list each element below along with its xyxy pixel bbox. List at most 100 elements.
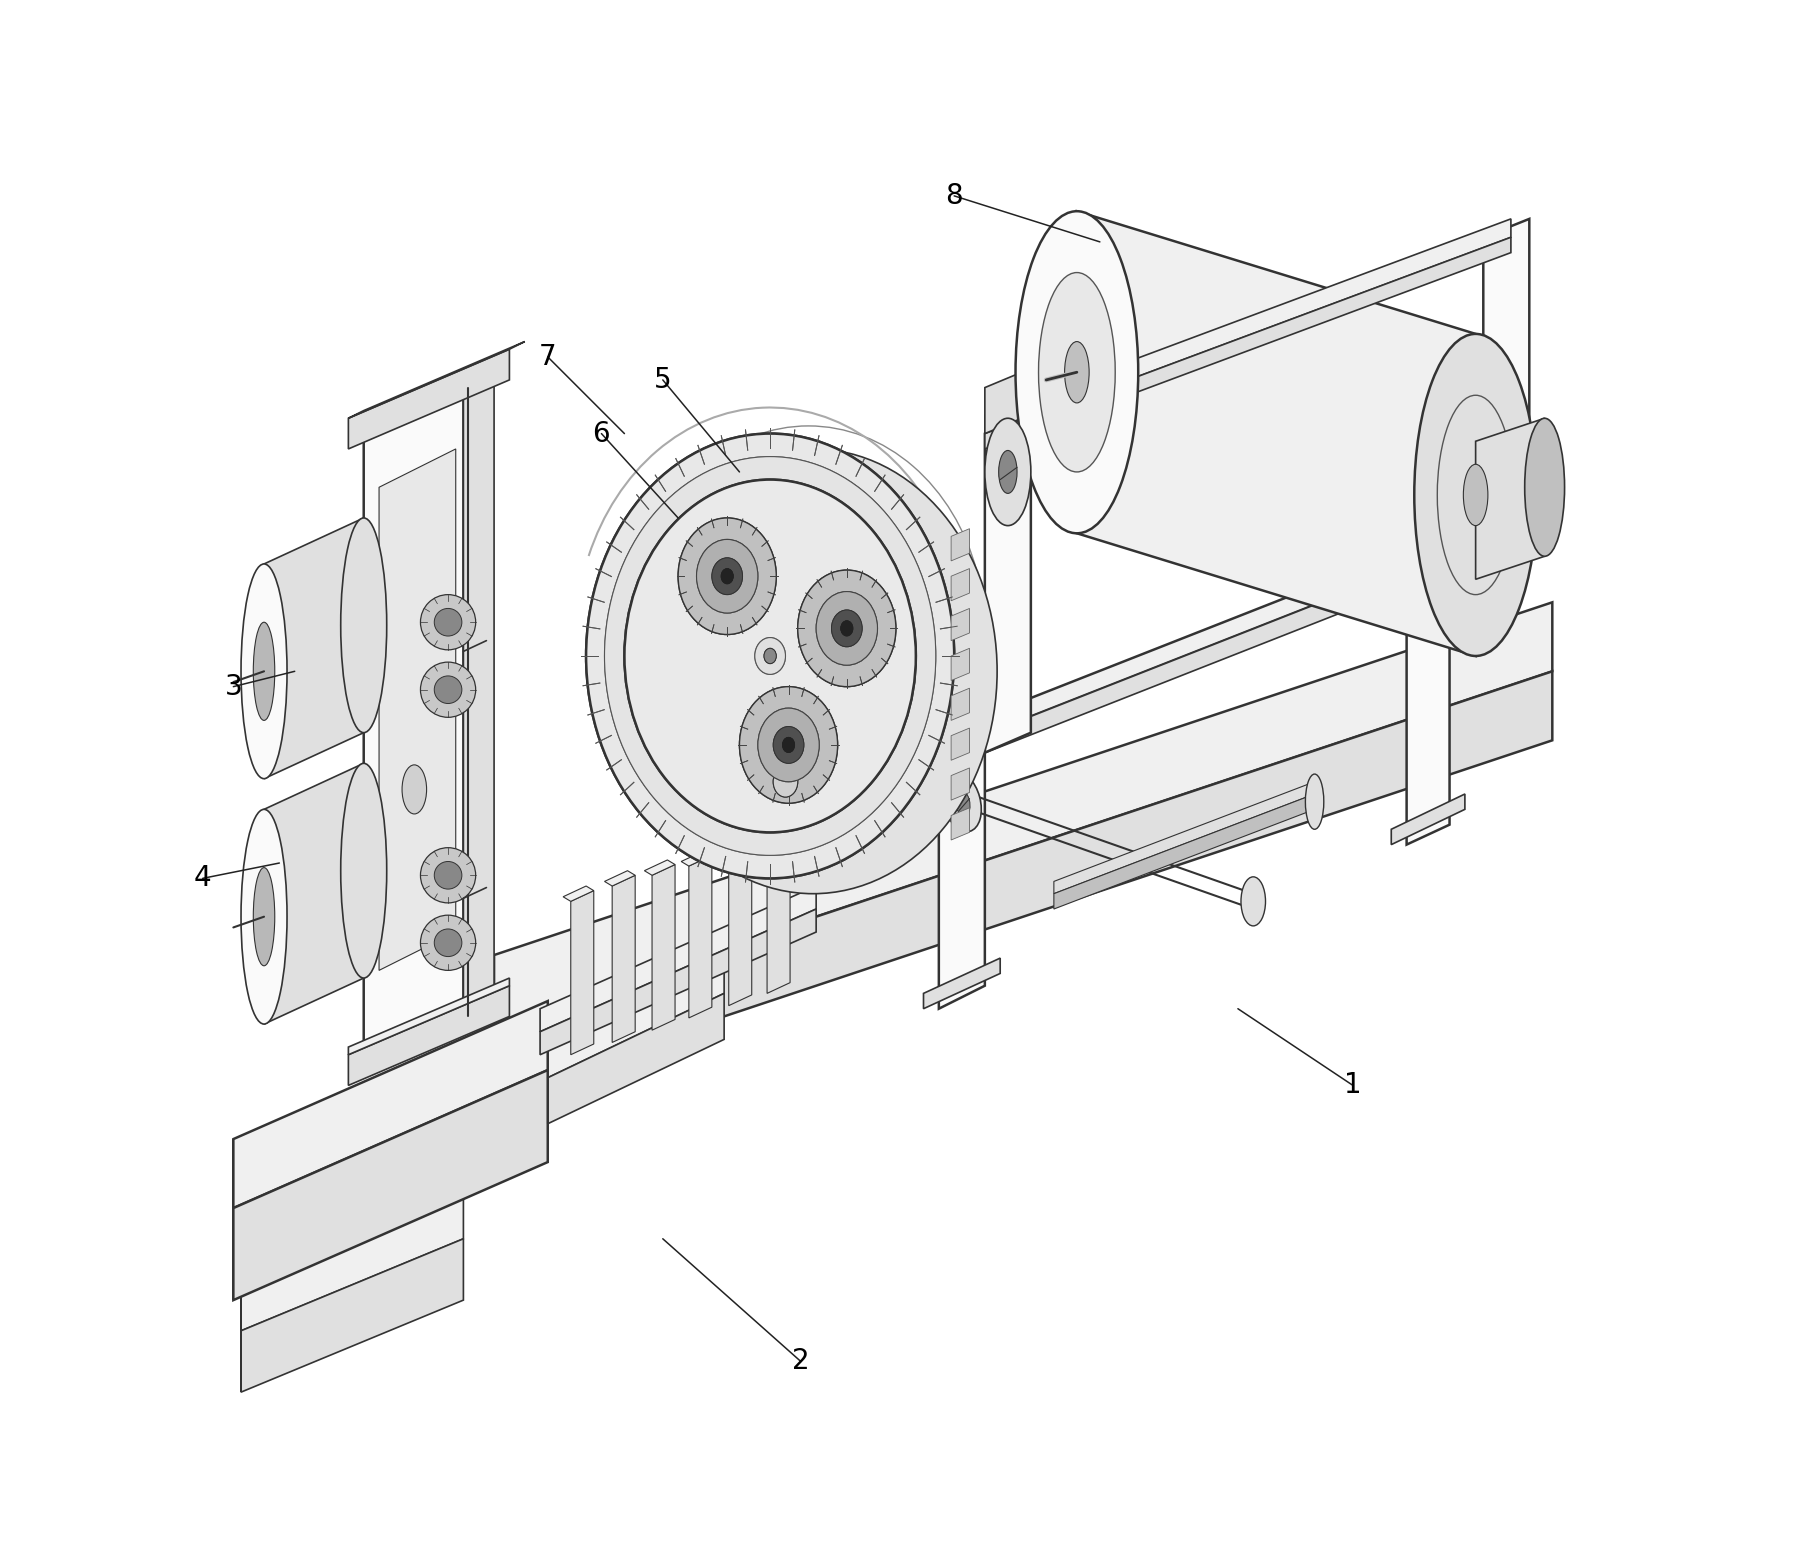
Polygon shape [265,763,364,1024]
Polygon shape [938,632,978,740]
Polygon shape [364,395,463,1070]
Polygon shape [1054,782,1315,894]
Polygon shape [688,856,711,1018]
Polygon shape [548,993,724,1124]
Polygon shape [241,1238,463,1392]
Ellipse shape [773,766,798,797]
Ellipse shape [1241,877,1266,925]
Ellipse shape [697,540,758,614]
Ellipse shape [942,771,982,831]
Polygon shape [767,845,791,993]
Ellipse shape [711,558,742,595]
Polygon shape [548,954,724,1078]
Polygon shape [493,603,1552,1024]
Polygon shape [1392,538,1464,589]
Ellipse shape [1437,395,1515,595]
Ellipse shape [758,708,819,782]
Polygon shape [729,850,751,1005]
Polygon shape [985,348,1077,433]
Polygon shape [1392,794,1464,845]
Ellipse shape [340,763,387,978]
Ellipse shape [841,621,854,635]
Text: 2: 2 [792,1348,810,1375]
Polygon shape [364,379,493,441]
Polygon shape [463,379,493,1024]
Circle shape [420,662,475,717]
Polygon shape [951,569,969,601]
Polygon shape [938,534,1450,752]
Ellipse shape [755,637,785,674]
Text: 4: 4 [195,865,211,893]
Text: 3: 3 [225,672,241,700]
Circle shape [420,914,475,970]
Ellipse shape [679,518,776,634]
Polygon shape [951,768,969,800]
Ellipse shape [1414,335,1536,655]
Ellipse shape [241,564,286,779]
Ellipse shape [629,449,998,894]
Polygon shape [234,1070,548,1300]
Ellipse shape [953,788,971,816]
Circle shape [420,848,475,904]
Polygon shape [493,671,1552,1093]
Ellipse shape [1016,211,1138,534]
Polygon shape [612,876,636,1042]
Polygon shape [348,985,510,1086]
Ellipse shape [841,621,854,635]
Polygon shape [924,958,1000,1008]
Polygon shape [564,887,594,902]
Ellipse shape [782,737,794,752]
Polygon shape [985,237,1511,449]
Text: 1: 1 [1344,1072,1362,1099]
Ellipse shape [1306,774,1324,830]
Polygon shape [951,648,969,680]
Circle shape [434,862,461,890]
Text: 6: 6 [593,419,611,447]
Ellipse shape [720,569,733,584]
Ellipse shape [1464,464,1488,526]
Polygon shape [924,702,1000,752]
Ellipse shape [1039,273,1115,472]
Ellipse shape [764,648,776,663]
Ellipse shape [816,592,877,665]
Polygon shape [924,717,1000,771]
Polygon shape [241,1178,463,1331]
Polygon shape [540,910,816,1055]
Ellipse shape [679,518,776,634]
Ellipse shape [585,433,955,879]
Ellipse shape [816,592,877,665]
Polygon shape [938,552,1450,771]
Ellipse shape [1064,342,1090,402]
Polygon shape [951,808,969,840]
Ellipse shape [985,418,1030,526]
Circle shape [434,675,461,703]
Ellipse shape [254,623,276,720]
Polygon shape [985,413,1030,752]
Ellipse shape [782,737,794,752]
Ellipse shape [798,571,895,686]
Ellipse shape [340,518,387,732]
Ellipse shape [832,611,863,646]
Polygon shape [378,449,456,970]
Polygon shape [681,851,711,867]
Ellipse shape [832,611,863,646]
Polygon shape [1077,211,1475,655]
Ellipse shape [625,480,917,833]
Ellipse shape [773,726,803,763]
Ellipse shape [740,686,837,803]
Polygon shape [1484,219,1529,557]
Polygon shape [720,845,751,860]
Ellipse shape [740,686,837,803]
Polygon shape [1475,418,1545,580]
Ellipse shape [773,726,803,763]
Polygon shape [540,887,816,1032]
Ellipse shape [1000,450,1018,493]
Polygon shape [1407,588,1450,845]
Polygon shape [652,865,675,1030]
Polygon shape [760,840,791,856]
Polygon shape [951,529,969,561]
Polygon shape [951,728,969,760]
Circle shape [420,595,475,649]
Ellipse shape [585,433,955,879]
Ellipse shape [711,558,742,595]
